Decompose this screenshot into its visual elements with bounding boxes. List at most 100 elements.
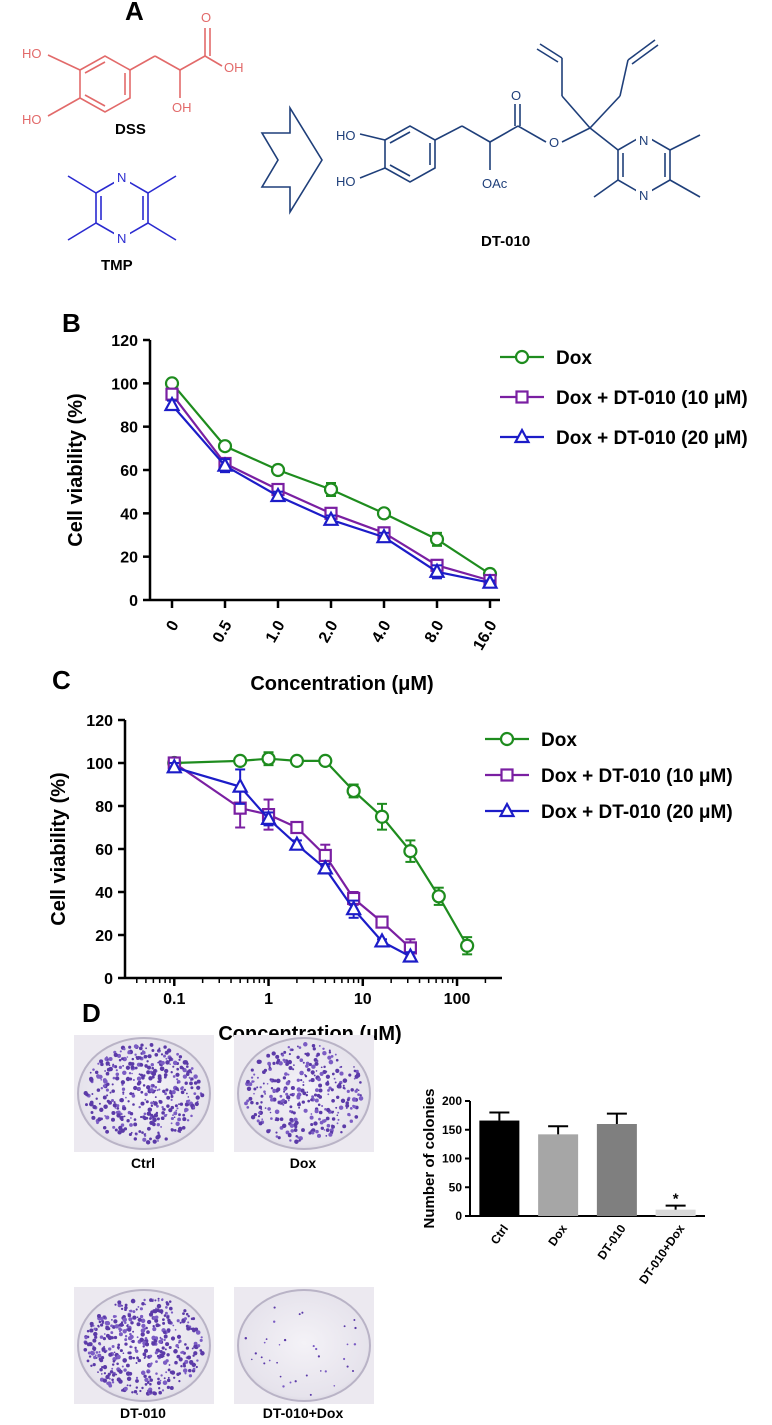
colony-dot (93, 1355, 97, 1360)
colony-dot (106, 1094, 109, 1097)
colony-dot (112, 1359, 116, 1363)
colony-dot (166, 1095, 171, 1100)
colony-dot (190, 1086, 194, 1090)
colony-dot (248, 1096, 253, 1101)
colony-dot (110, 1324, 114, 1328)
colony-dot (138, 1073, 141, 1076)
colony-dot (197, 1344, 201, 1348)
data-point (163, 395, 181, 412)
colony-dot (281, 1123, 287, 1129)
colony-dot (261, 1118, 264, 1121)
plate-label-dox: Dox (290, 1155, 317, 1171)
colony-dot (168, 1300, 172, 1303)
colony-dot (312, 1047, 316, 1051)
colony-dot (136, 1316, 139, 1319)
colony-dot (289, 1110, 292, 1113)
colony-dot (306, 1091, 309, 1094)
colony-dot (186, 1070, 190, 1074)
colony-dot (165, 1088, 169, 1092)
colony-dot (289, 1123, 295, 1128)
colony-dot (137, 1087, 141, 1091)
colony-dot (353, 1077, 356, 1080)
colony-dot (273, 1320, 276, 1323)
colony-dot (318, 1117, 321, 1121)
legend-item: Dox (500, 348, 592, 369)
data-point (375, 527, 393, 544)
colony-dot (124, 1321, 127, 1325)
colony-dot (296, 1045, 299, 1048)
colony-dot (343, 1325, 346, 1328)
colony-dot (256, 1059, 261, 1065)
colony-dot (106, 1082, 110, 1086)
colony-dot (188, 1368, 192, 1373)
colony-dot (162, 1318, 165, 1321)
colony-dot (149, 1043, 154, 1047)
dt010-o-ester: O (549, 135, 559, 150)
colony-dot (150, 1101, 154, 1105)
colony-dot (306, 1067, 311, 1072)
colony-dot (283, 1060, 287, 1064)
colony-dot (146, 1060, 149, 1063)
colony-dot (145, 1116, 149, 1120)
colony-dot (337, 1084, 342, 1089)
colony-dot (319, 1071, 324, 1076)
y-tick-label: 50 (449, 1180, 463, 1194)
colony-dot (161, 1298, 164, 1302)
colony-dot (347, 1112, 351, 1117)
colony-dot (168, 1306, 173, 1311)
colony-dot (149, 1137, 152, 1141)
dss-structure (47, 28, 223, 117)
colony-dot (131, 1072, 133, 1075)
colony-dot (113, 1101, 116, 1104)
colony-dot (272, 1061, 276, 1065)
colony-dot (331, 1072, 335, 1076)
colony-dot (100, 1316, 104, 1321)
colony-dot (85, 1103, 88, 1107)
colony-dot (116, 1053, 122, 1058)
colony-dot (311, 1072, 314, 1075)
colony-dot (99, 1323, 104, 1327)
colony-plate-image (74, 1035, 214, 1152)
colony-dot (138, 1046, 143, 1051)
colony-dot (353, 1069, 357, 1073)
colony-dot (192, 1328, 196, 1333)
colony-dot (134, 1390, 137, 1393)
colony-dot (318, 1088, 323, 1093)
colony-dot (116, 1362, 119, 1366)
colony-dot (315, 1070, 318, 1072)
colony-dot (321, 1104, 324, 1108)
colony-dot (285, 1062, 289, 1066)
colony-dot (275, 1117, 280, 1122)
colony-dot (124, 1334, 128, 1338)
colony-dot (139, 1314, 144, 1319)
colony-dot (263, 1068, 268, 1073)
colony-dot (110, 1331, 114, 1335)
x-tick-label: Dox (545, 1222, 570, 1249)
dss-ho-bottom: HO (22, 112, 42, 127)
colony-dot (349, 1107, 353, 1110)
data-point (165, 757, 183, 774)
colony-dot (313, 1093, 318, 1097)
colony-dot (342, 1086, 346, 1090)
data-point (261, 751, 276, 766)
colony-dot (139, 1307, 143, 1311)
colony-dot (169, 1089, 172, 1093)
colony-dot (150, 1113, 154, 1117)
colony-dot (287, 1132, 292, 1137)
colony-dot (122, 1329, 127, 1334)
legend-label: Dox + DT-010 (20 μM) (541, 802, 733, 823)
colony-dot (144, 1064, 148, 1068)
chart-c: C 0 20 40 60 80 100 120 0.1 1 10 100 Cell viability… (48, 665, 733, 1045)
tmp-n-bottom: N (117, 231, 126, 246)
colony-dot (140, 1318, 146, 1324)
panel-a-label: A (125, 0, 144, 26)
colony-dot (170, 1071, 173, 1074)
colony-dot (148, 1076, 153, 1081)
colony-dot (294, 1120, 299, 1126)
colony-dot (92, 1338, 97, 1343)
colony-dot (168, 1108, 173, 1113)
colony-dot (133, 1137, 137, 1141)
colony-dot (118, 1327, 122, 1331)
colony-dot (143, 1374, 147, 1379)
colony-dot (119, 1349, 123, 1353)
